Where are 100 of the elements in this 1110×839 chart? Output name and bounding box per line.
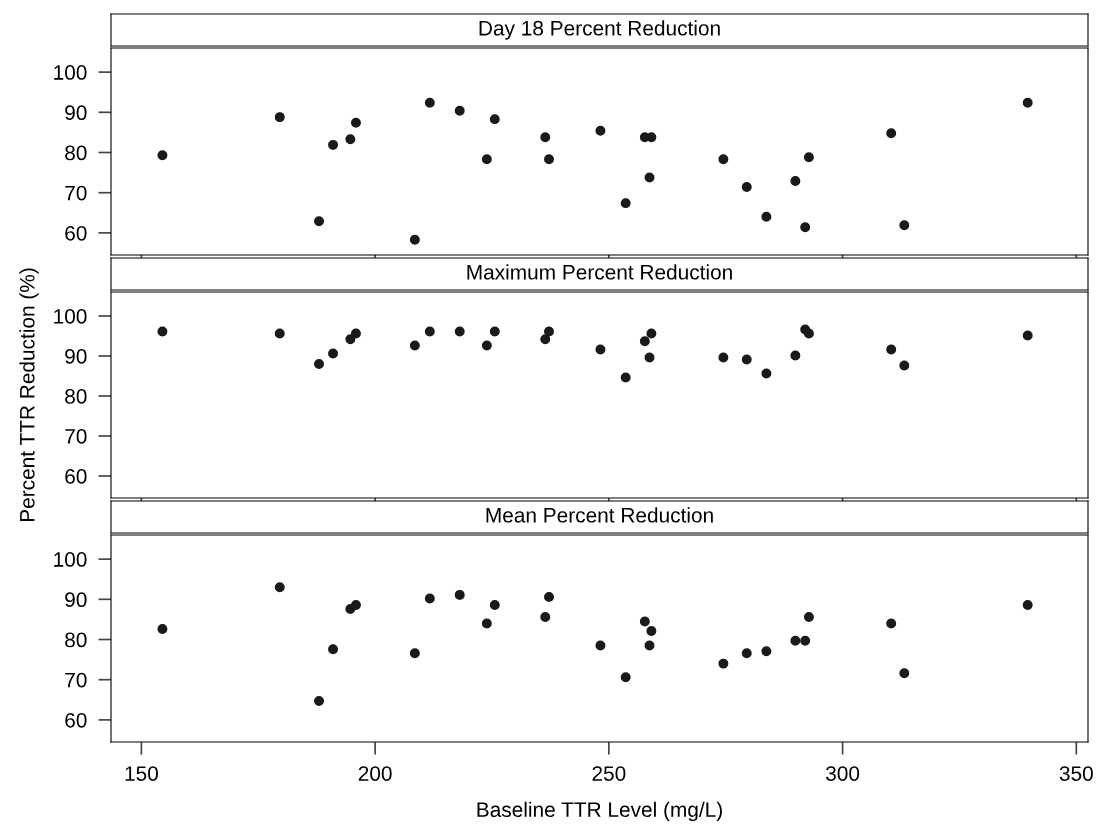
point	[595, 125, 606, 136]
point	[489, 599, 500, 610]
y-tick-label: 80	[65, 389, 87, 404]
point	[646, 626, 657, 637]
point	[481, 618, 492, 629]
chart-title: Maximum Percent Reduction	[467, 264, 732, 280]
point	[345, 334, 356, 345]
y-tick-label: 90	[65, 105, 87, 121]
point	[314, 359, 324, 369]
point	[157, 150, 168, 161]
x-tick-label: 150	[125, 766, 158, 781]
point	[157, 624, 168, 635]
point	[544, 591, 554, 602]
y-tick-label: 90	[65, 592, 87, 608]
point	[644, 352, 655, 363]
point	[489, 114, 500, 125]
point	[718, 658, 729, 669]
x-axis-title: Baseline TTR Level (mg/L)	[477, 801, 722, 822]
point	[741, 182, 752, 193]
point	[761, 211, 772, 222]
point	[644, 640, 655, 651]
point	[274, 112, 285, 123]
chart-title: Day 18 Percent Reduction	[479, 20, 720, 40]
point	[595, 344, 606, 355]
point	[899, 668, 910, 679]
y-tick-label: 100	[54, 65, 87, 80]
point	[454, 105, 465, 116]
point	[489, 326, 500, 337]
point	[803, 612, 814, 622]
point	[328, 348, 339, 359]
point	[540, 334, 551, 345]
point	[790, 635, 801, 646]
point	[620, 198, 631, 209]
point	[803, 152, 814, 163]
point	[886, 128, 897, 139]
y-tick-label: 90	[65, 349, 87, 364]
point	[718, 352, 729, 363]
y-tick-label: 80	[65, 632, 87, 648]
x-tick-label: 250	[592, 766, 626, 781]
point	[454, 326, 465, 337]
point	[328, 644, 339, 655]
point	[314, 696, 324, 706]
y-tick-label: 80	[65, 145, 87, 161]
y-tick-label: 60	[65, 469, 87, 484]
point	[639, 616, 650, 627]
point	[544, 326, 554, 337]
point	[899, 220, 910, 231]
point	[544, 154, 554, 165]
point	[424, 326, 435, 337]
point	[886, 618, 897, 629]
point	[157, 326, 168, 337]
point	[409, 648, 420, 659]
point	[424, 593, 435, 604]
point	[646, 328, 657, 339]
y-axis-title: Percent TTR Reduction (%)	[19, 268, 39, 522]
point	[1022, 330, 1033, 341]
point	[328, 139, 339, 150]
point	[274, 582, 285, 593]
point	[345, 134, 356, 145]
point	[899, 360, 910, 371]
point	[1022, 599, 1033, 610]
point	[790, 176, 801, 187]
point	[350, 117, 361, 128]
y-tick-label: 70	[65, 185, 87, 201]
point	[409, 234, 420, 245]
point	[350, 599, 361, 610]
point	[790, 350, 801, 361]
point	[741, 354, 752, 365]
y-tick-label: 70	[65, 672, 87, 688]
point	[540, 132, 551, 143]
point	[424, 97, 435, 108]
x-tick-label: 200	[358, 766, 392, 781]
point	[761, 646, 772, 657]
point	[481, 154, 492, 165]
point	[540, 612, 551, 622]
point	[639, 336, 650, 347]
x-tick-label: 300	[826, 766, 860, 781]
point	[741, 648, 752, 659]
point	[718, 154, 729, 165]
y-tick-label: 60	[65, 225, 87, 241]
point	[350, 328, 361, 339]
point	[409, 340, 420, 351]
y-tick-label: 60	[65, 712, 87, 728]
point	[644, 172, 655, 183]
point	[803, 328, 814, 339]
point	[800, 635, 811, 646]
point	[314, 216, 324, 227]
point	[274, 328, 285, 339]
point	[886, 344, 897, 355]
point	[1022, 97, 1033, 108]
y-tick-label: 100	[54, 309, 87, 324]
point	[481, 340, 492, 351]
point	[761, 368, 772, 379]
y-tick-label: 70	[65, 429, 87, 444]
point	[620, 372, 631, 383]
x-tick-label: 350	[1059, 766, 1093, 781]
chart-title: Mean Percent Reduction	[486, 507, 713, 523]
point	[454, 589, 465, 600]
y-tick-label: 100	[54, 552, 87, 567]
point	[620, 672, 631, 683]
